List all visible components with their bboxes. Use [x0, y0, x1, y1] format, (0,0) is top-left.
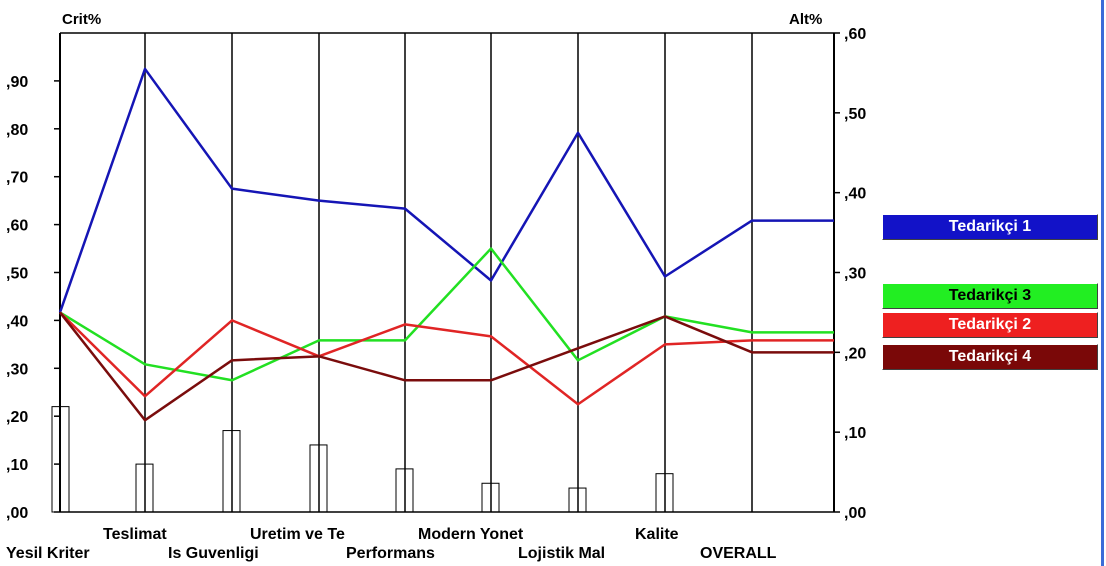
left-tick-label: ,70: [6, 170, 28, 187]
left-tick-label: ,60: [6, 218, 28, 235]
left-tick-label: ,30: [6, 361, 28, 378]
category-label: Lojistik Mal: [518, 545, 605, 562]
right-tick-label: ,20: [844, 345, 866, 362]
right-tick-label: ,00: [844, 505, 866, 522]
legend-button-3[interactable]: Tedarikçi 2: [882, 312, 1098, 338]
category-label: OVERALL: [700, 545, 777, 562]
left-tick-label: ,40: [6, 313, 28, 330]
legend-label: Tedarikçi 1: [949, 218, 1031, 235]
left-axis-title: Crit%: [62, 11, 101, 28]
window-edge: [1101, 0, 1104, 566]
plot-frame: [60, 33, 834, 512]
right-tick-label: ,10: [844, 425, 866, 442]
right-tick-label: ,30: [844, 266, 866, 283]
right-axis-title: Alt%: [789, 11, 822, 28]
left-tick-label: ,90: [6, 74, 28, 91]
legend-button-4[interactable]: Tedarikçi 4: [882, 344, 1098, 370]
legend-button-1[interactable]: Tedarikçi 1: [882, 214, 1098, 240]
right-tick-label: ,50: [844, 106, 866, 123]
series-line-1: [60, 69, 834, 312]
category-label: Is Guvenligi: [168, 545, 259, 562]
right-tick-label: ,40: [844, 186, 866, 203]
category-label: Yesil Kriter: [6, 545, 90, 562]
left-tick-label: ,80: [6, 122, 28, 139]
left-tick-label: ,50: [6, 266, 28, 283]
left-tick-label: ,20: [6, 409, 28, 426]
category-label: Modern Yonet: [418, 526, 524, 543]
left-tick-label: ,10: [6, 457, 28, 474]
category-label: Kalite: [635, 526, 679, 543]
series-line-2: [60, 249, 834, 381]
left-tick-label: ,00: [6, 505, 28, 522]
category-label: Performans: [346, 545, 435, 562]
right-tick-label: ,60: [844, 26, 866, 43]
category-label: Teslimat: [103, 526, 167, 543]
series-line-4: [60, 312, 834, 420]
legend-label: Tedarikçi 3: [949, 287, 1031, 304]
legend-label: Tedarikçi 4: [949, 348, 1031, 365]
category-label: Uretim ve Te: [250, 526, 345, 543]
legend-button-2[interactable]: Tedarikçi 3: [882, 283, 1098, 309]
legend-label: Tedarikçi 2: [949, 316, 1031, 333]
series-lines: [60, 69, 834, 420]
